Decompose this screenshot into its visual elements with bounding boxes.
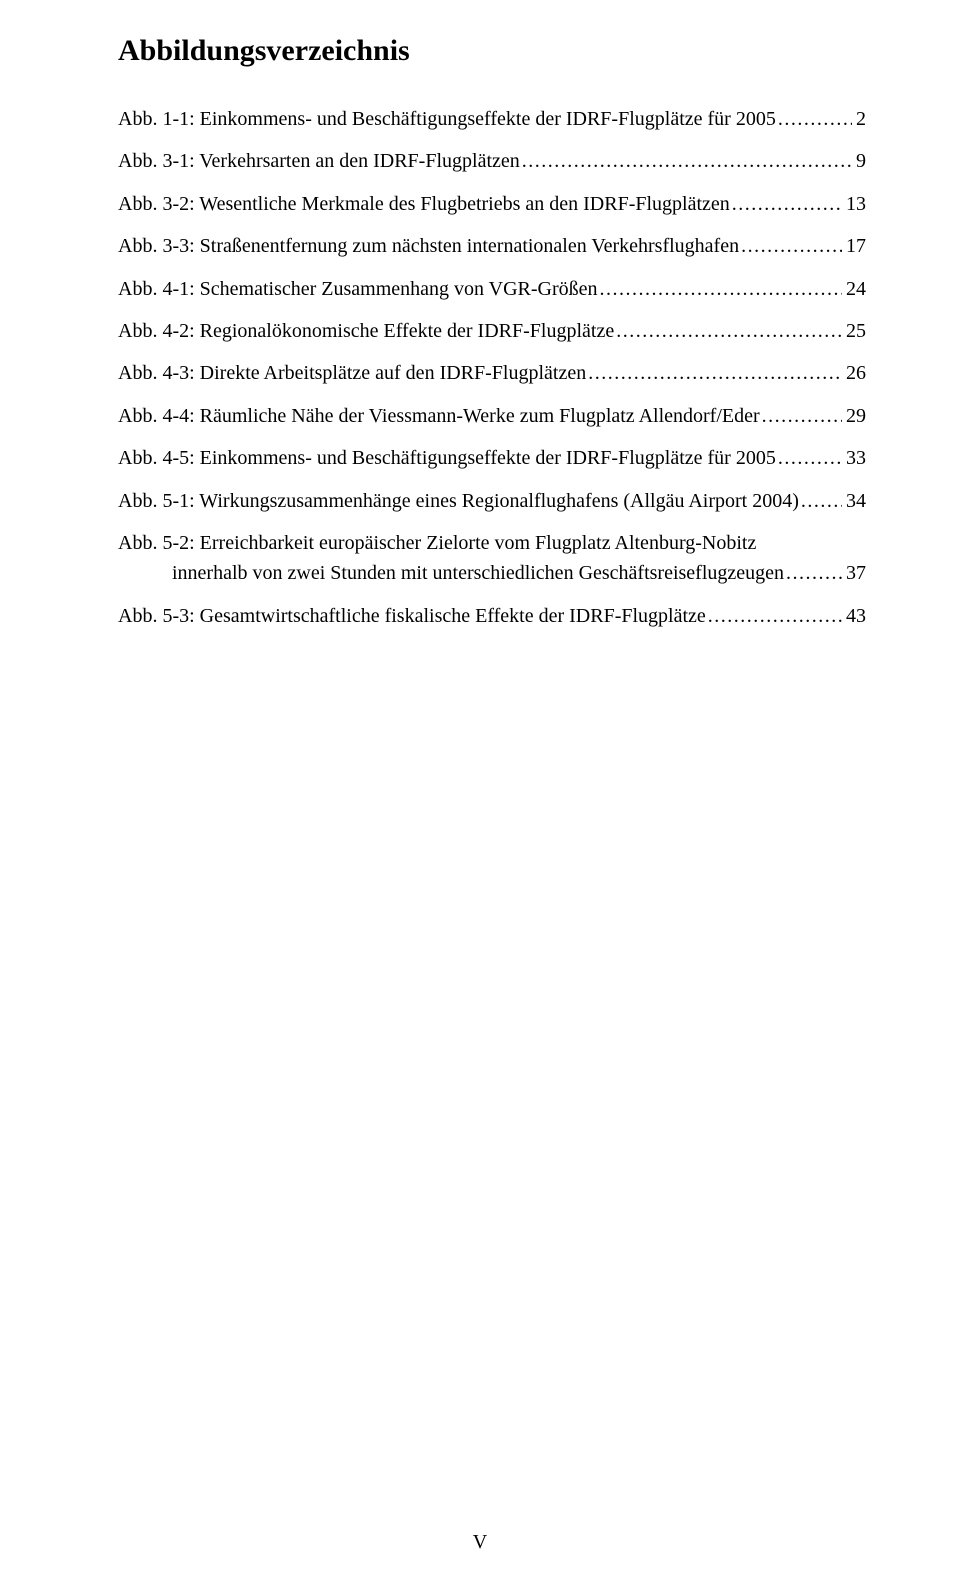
dot-leader xyxy=(706,601,842,631)
lof-heading: Abbildungsverzeichnis xyxy=(118,34,866,68)
lof-entry: Abb. 4-3: Direkte Arbeitsplätze auf den … xyxy=(118,358,866,388)
lof-entry-label: Abb. 4-2: Regionalökonomische Effekte de… xyxy=(118,316,614,346)
lof-entry-page: 2 xyxy=(852,104,866,134)
dot-leader xyxy=(598,274,842,304)
lof-entry: Abb. 5-1: Wirkungszusammenhänge eines Re… xyxy=(118,486,866,516)
lof-entry-label: Abb. 5-3: Gesamtwirtschaftliche fiskalis… xyxy=(118,601,706,631)
lof-entry: Abb. 4-1: Schematischer Zusammenhang von… xyxy=(118,274,866,304)
page: Abbildungsverzeichnis Abb. 1-1: Einkomme… xyxy=(0,0,960,1596)
lof-entries: Abb. 1-1: Einkommens- und Beschäftigungs… xyxy=(118,104,866,631)
lof-entry: Abb. 5-2: Erreichbarkeit europäischer Zi… xyxy=(118,528,866,589)
dot-leader xyxy=(776,104,852,134)
lof-entry-label-line2: innerhalb von zwei Stunden mit unterschi… xyxy=(172,558,784,588)
lof-entry: Abb. 3-3: Straßenentfernung zum nächsten… xyxy=(118,231,866,261)
dot-leader xyxy=(739,231,842,261)
dot-leader xyxy=(614,316,842,346)
dot-leader xyxy=(730,189,842,219)
lof-entry-page: 25 xyxy=(842,316,866,346)
lof-entry: Abb. 3-1: Verkehrsarten an den IDRF-Flug… xyxy=(118,146,866,176)
lof-entry-label-line1: Abb. 5-2: Erreichbarkeit europäischer Zi… xyxy=(118,532,756,554)
lof-entry-page: 13 xyxy=(842,189,866,219)
lof-entry: Abb. 5-3: Gesamtwirtschaftliche fiskalis… xyxy=(118,601,866,631)
page-number: V xyxy=(0,1531,960,1554)
dot-leader xyxy=(799,486,842,516)
lof-entry-page: 17 xyxy=(842,231,866,261)
lof-entry: Abb. 3-2: Wesentliche Merkmale des Flugb… xyxy=(118,189,866,219)
lof-entry-label: Abb. 3-3: Straßenentfernung zum nächsten… xyxy=(118,231,739,261)
lof-entry-label: Abb. 4-3: Direkte Arbeitsplätze auf den … xyxy=(118,358,586,388)
lof-entry: Abb. 4-2: Regionalökonomische Effekte de… xyxy=(118,316,866,346)
lof-entry-label: Abb. 4-4: Räumliche Nähe der Viessmann-W… xyxy=(118,401,760,431)
lof-entry-label: Abb. 3-2: Wesentliche Merkmale des Flugb… xyxy=(118,189,730,219)
lof-entry-page: 37 xyxy=(842,558,866,588)
dot-leader xyxy=(776,443,842,473)
lof-entry-page: 26 xyxy=(842,358,866,388)
lof-entry: Abb. 1-1: Einkommens- und Beschäftigungs… xyxy=(118,104,866,134)
lof-entry-page: 24 xyxy=(842,274,866,304)
lof-entry-label: Abb. 4-5: Einkommens- und Beschäftigungs… xyxy=(118,443,776,473)
lof-entry-label: Abb. 3-1: Verkehrsarten an den IDRF-Flug… xyxy=(118,146,520,176)
lof-entry: Abb. 4-4: Räumliche Nähe der Viessmann-W… xyxy=(118,401,866,431)
dot-leader xyxy=(760,401,842,431)
dot-leader xyxy=(586,358,842,388)
dot-leader xyxy=(520,146,852,176)
lof-entry-page: 43 xyxy=(842,601,866,631)
lof-entry-page: 9 xyxy=(852,146,866,176)
lof-entry-label: Abb. 1-1: Einkommens- und Beschäftigungs… xyxy=(118,104,776,134)
lof-entry-page: 34 xyxy=(842,486,866,516)
lof-entry-page: 29 xyxy=(842,401,866,431)
lof-entry-page: 33 xyxy=(842,443,866,473)
dot-leader xyxy=(784,558,842,588)
lof-entry-label: Abb. 4-1: Schematischer Zusammenhang von… xyxy=(118,274,598,304)
lof-entry-label: Abb. 5-1: Wirkungszusammenhänge eines Re… xyxy=(118,486,799,516)
lof-entry: Abb. 4-5: Einkommens- und Beschäftigungs… xyxy=(118,443,866,473)
